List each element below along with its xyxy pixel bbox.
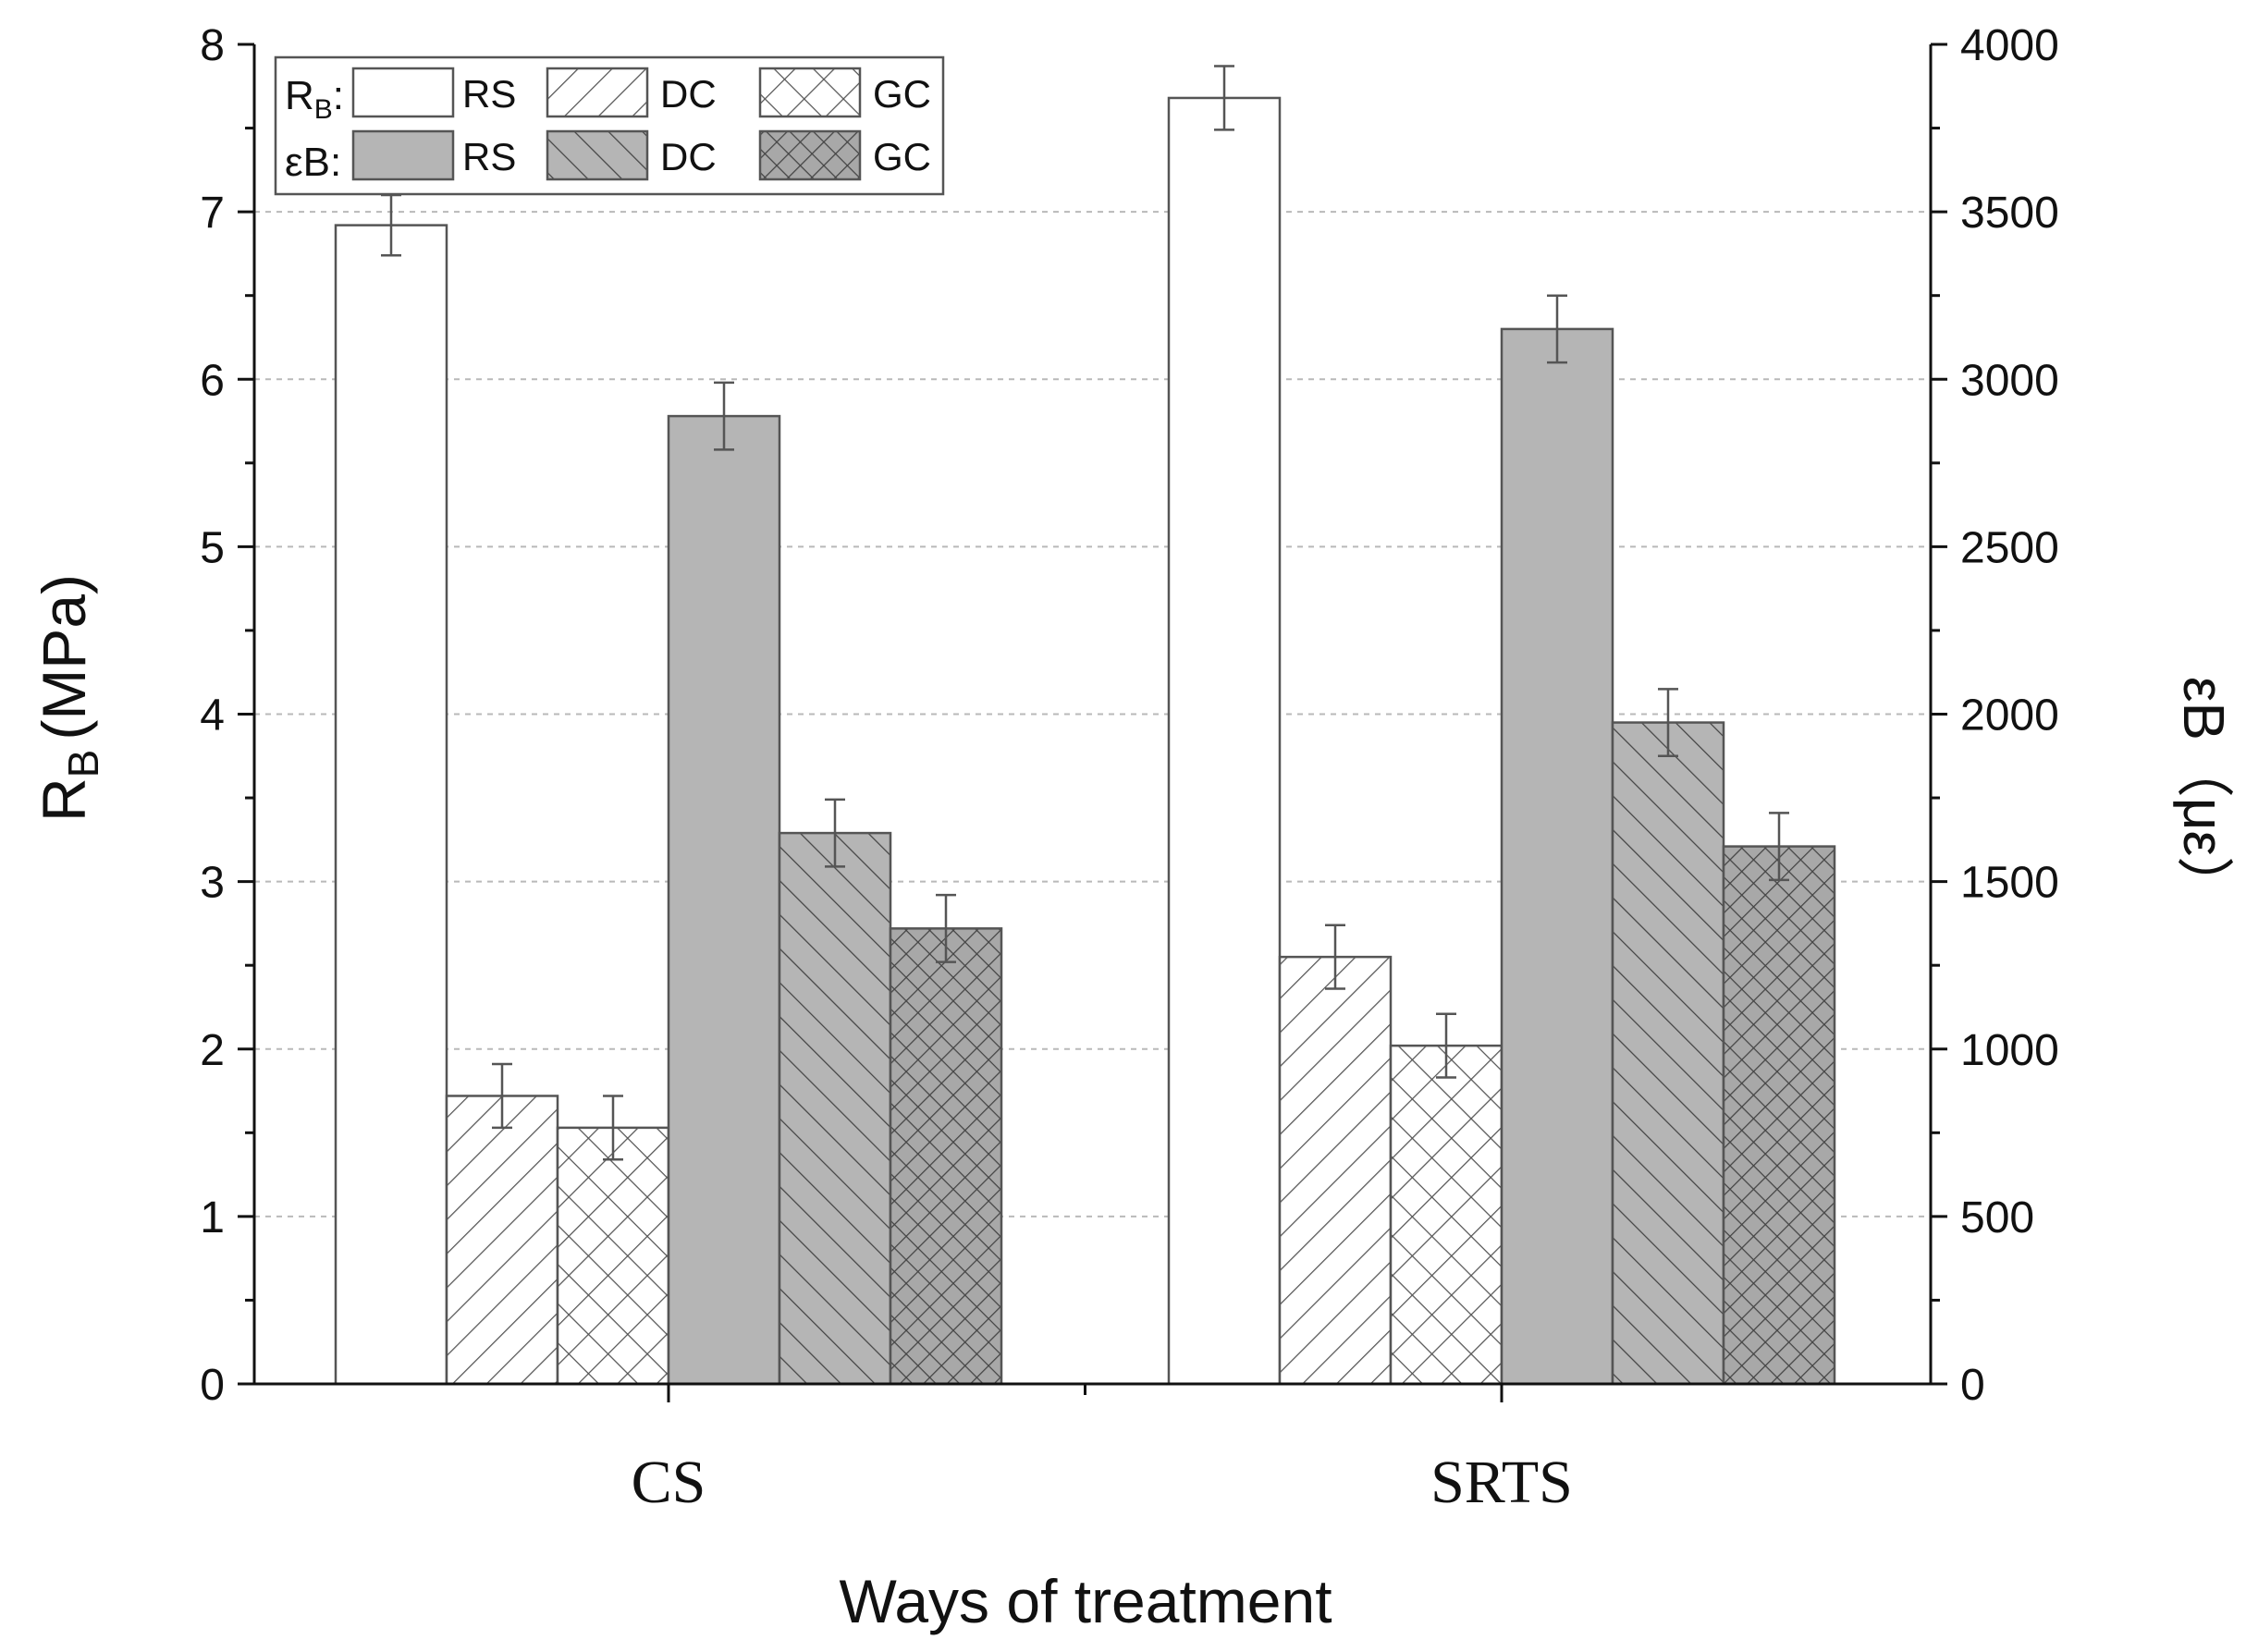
error-bar-srts-eb-rs xyxy=(1547,294,1567,364)
bar-srts-rb-rs xyxy=(1167,96,1282,1386)
bar-cs-eb-rs xyxy=(667,414,781,1386)
y2-tick-label: 4000 xyxy=(1960,21,2059,70)
y-tick-label: 3 xyxy=(200,859,225,908)
legend-swatch-rb-rs xyxy=(351,67,455,118)
y2-tick-label: 500 xyxy=(1960,1193,2034,1242)
legend-swatch-eb-gc xyxy=(758,129,862,181)
error-bars xyxy=(381,65,1789,1161)
error-bar-srts-eb-gc xyxy=(1769,812,1789,882)
y2-axis-title: εB（με） xyxy=(2171,677,2235,913)
svg-text:εB（με）: εB（με） xyxy=(2171,677,2235,913)
tick-labels: 0 1 2 3 4 5 6 7 8 0 500 1000 1500 2000 2500 3000 3500 400… xyxy=(200,21,2058,1516)
legend-label-eb-dc: DC xyxy=(660,135,717,178)
x-tick-label-cs: CS xyxy=(632,1449,706,1516)
y-tick-label: 8 xyxy=(200,21,225,70)
legend-row1-label: RB: xyxy=(285,73,344,125)
y2-tick-label: 0 xyxy=(1960,1361,1985,1410)
legend-label-rb-rs: RS xyxy=(462,72,516,116)
bar-srts-rb-gc xyxy=(1389,1044,1503,1386)
bars xyxy=(334,96,1836,1386)
error-bar-cs-rb-dc xyxy=(492,1062,512,1130)
y2-axis-title-unit: （με） xyxy=(2171,740,2235,913)
error-bar-srts-eb-dc xyxy=(1658,688,1678,758)
y-tick-label: 4 xyxy=(200,691,225,740)
y-axis-title: RB (MPa) xyxy=(30,574,107,822)
error-bar-cs-eb-gc xyxy=(936,893,956,963)
y-tick-label: 7 xyxy=(200,189,225,238)
legend-swatch-rb-gc xyxy=(758,67,862,118)
legend-swatch-eb-rs xyxy=(351,129,455,181)
bar-cs-eb-gc xyxy=(889,927,1003,1386)
y-axis-title-main: R xyxy=(30,777,98,822)
axes xyxy=(238,43,1947,1402)
bar-srts-eb-gc xyxy=(1722,845,1836,1386)
error-bar-cs-eb-rs xyxy=(714,381,734,451)
bar-srts-eb-dc xyxy=(1611,721,1725,1386)
bar-srts-rb-dc xyxy=(1278,955,1393,1386)
y2-tick-label: 1000 xyxy=(1960,1026,2059,1075)
y2-tick-label: 2500 xyxy=(1960,523,2059,572)
bar-cs-rb-rs xyxy=(334,224,448,1386)
y-tick-label: 5 xyxy=(200,523,225,572)
y-tick-label: 2 xyxy=(200,1026,225,1075)
y-tick-label: 0 xyxy=(200,1361,225,1410)
legend-swatch-eb-dc xyxy=(546,129,649,181)
legend-label-eb-rs: RS xyxy=(462,135,516,178)
bar-srts-eb-rs xyxy=(1500,327,1614,1386)
bar-cs-eb-dc xyxy=(778,831,892,1386)
legend-row2-label: εB: xyxy=(285,140,341,185)
y-tick-label: 1 xyxy=(200,1193,225,1242)
y2-tick-label: 3500 xyxy=(1960,189,2059,238)
error-bar-srts-rb-gc xyxy=(1436,1012,1456,1079)
legend-label-rb-dc: DC xyxy=(660,72,717,116)
error-bar-srts-rb-dc xyxy=(1325,924,1345,990)
legend-swatch-rb-dc xyxy=(546,67,649,118)
y-axis-title-unit: (MPa) xyxy=(30,574,98,740)
y2-tick-label: 3000 xyxy=(1960,356,2059,405)
y-axis-title-sub: B xyxy=(59,750,107,778)
svg-text:RB(MPa): RB (MPa) xyxy=(30,574,107,822)
legend-label-eb-gc: GC xyxy=(873,135,931,178)
y-tick-label: 6 xyxy=(200,356,225,405)
y2-tick-label: 1500 xyxy=(1960,859,2059,908)
bar-cs-rb-gc xyxy=(556,1126,670,1386)
error-bar-srts-rb-rs xyxy=(1214,65,1234,131)
x-tick-label-srts: SRTS xyxy=(1430,1449,1573,1516)
legend: RB: RS DC GC εB: RS DC GC xyxy=(274,55,945,196)
error-bar-cs-eb-dc xyxy=(825,798,845,868)
x-axis-title: Ways of treatment xyxy=(839,1567,1332,1635)
y2-axis-title-main: εB xyxy=(2171,677,2235,740)
error-bar-cs-rb-gc xyxy=(603,1095,623,1161)
legend-label-rb-gc: GC xyxy=(873,72,931,116)
bar-cs-rb-dc xyxy=(445,1095,559,1386)
y2-tick-label: 2000 xyxy=(1960,691,2059,740)
